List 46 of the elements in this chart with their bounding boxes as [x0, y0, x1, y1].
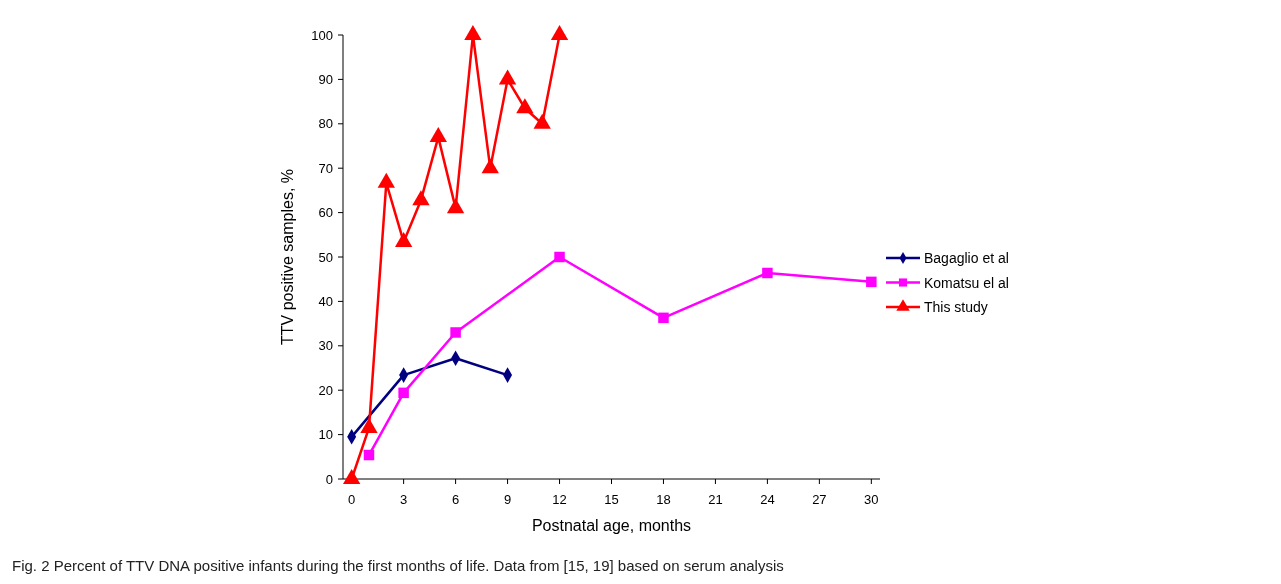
y-tick-label: 10: [318, 427, 333, 443]
x-tick-label: 9: [503, 492, 512, 507]
point: [429, 127, 447, 143]
x-tick-label: 27: [812, 492, 827, 507]
point: [450, 327, 461, 338]
y-axis-title: TTV positive samples, %: [279, 168, 296, 346]
point: [412, 190, 430, 206]
point: [498, 69, 517, 85]
point: [481, 158, 499, 174]
y-tick-label: 50: [318, 249, 333, 265]
legend-label: This study: [924, 299, 988, 315]
point: [394, 231, 413, 247]
y-tick-label: 90: [318, 71, 333, 87]
point: [446, 198, 465, 214]
point: [866, 276, 877, 288]
legend-label: Bagaglio et al: [924, 250, 1009, 266]
point: [554, 251, 565, 263]
x-tick-label: 15: [604, 492, 619, 507]
x-tick-label: 6: [451, 492, 460, 507]
y-tick-label: 100: [311, 27, 333, 43]
y-tick-label: 60: [318, 205, 333, 221]
point: [398, 387, 409, 399]
point: [658, 312, 669, 324]
point: [550, 25, 569, 40]
y-tick-label: 40: [318, 293, 333, 309]
y-tick-label: 30: [318, 338, 333, 354]
legend-label: Komatsu el al: [924, 274, 1009, 291]
point: [377, 172, 395, 188]
point: [762, 267, 773, 279]
x-tick-label: 18: [656, 492, 671, 507]
point: [363, 449, 375, 461]
point: [533, 113, 551, 129]
x-tick-label: 3: [400, 492, 408, 507]
x-tick-label: 12: [552, 492, 567, 507]
y-tick-label: 70: [318, 160, 333, 176]
x-tick-label: 24: [760, 492, 775, 507]
caption: Fig. 2 Percent of TTV DNA positive infants during the first months of life. Data from [15, 19] based on serum analysis: [12, 557, 784, 574]
x-tick-label: 21: [708, 492, 723, 507]
point: [516, 98, 534, 114]
point: [464, 25, 482, 40]
x-tick-label: 0: [348, 492, 356, 507]
y-tick-label: 0: [325, 471, 333, 487]
x-tick-label: 30: [864, 492, 879, 507]
x-axis-title: Postnatal age, months: [531, 517, 692, 534]
y-tick-label: 20: [318, 382, 333, 398]
y-tick-label: 80: [318, 116, 333, 132]
